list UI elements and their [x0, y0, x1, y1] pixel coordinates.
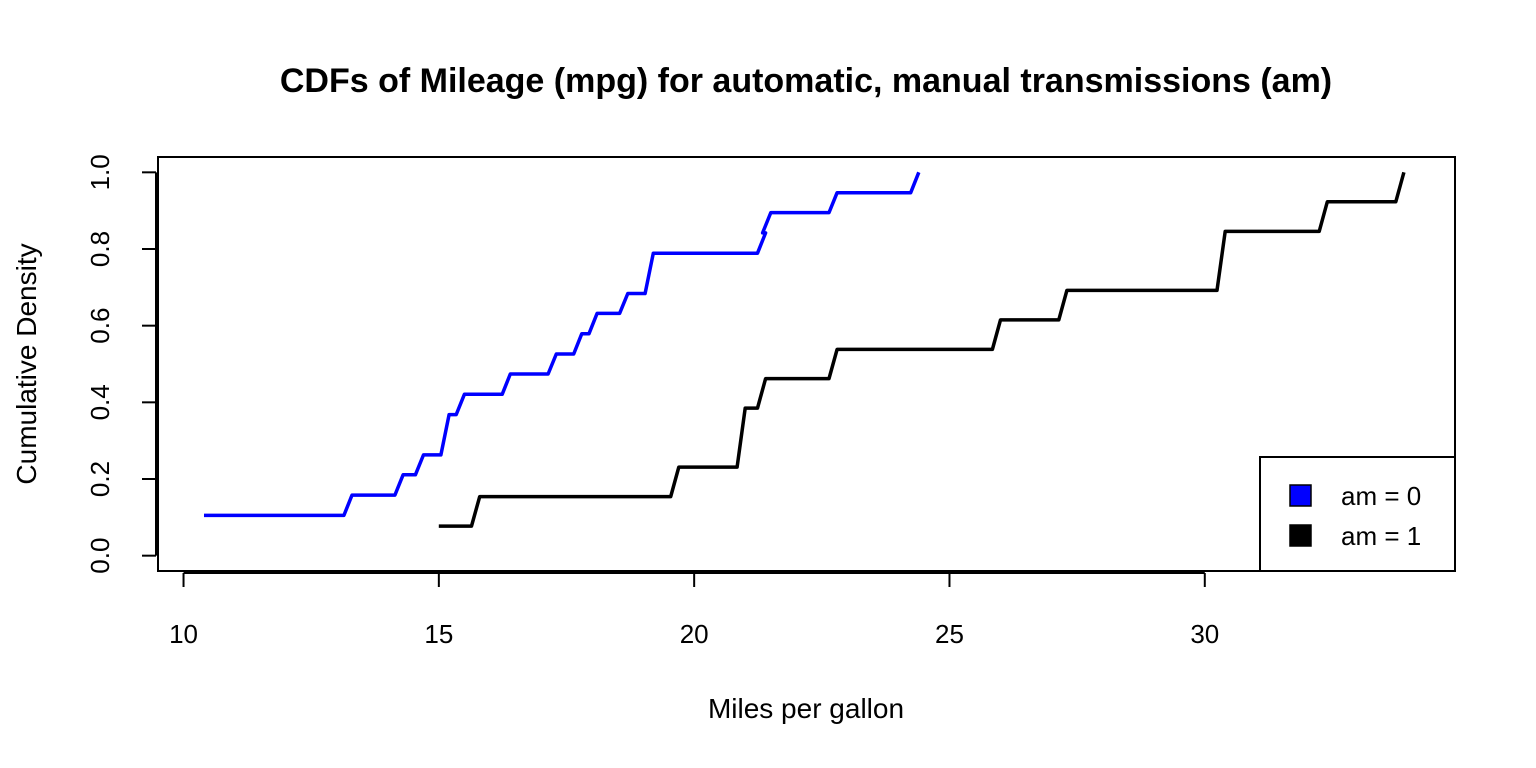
- y-tick-label: 1.0: [85, 154, 115, 190]
- x-tick-label: 20: [680, 619, 709, 649]
- legend-label-am0: am = 0: [1341, 481, 1421, 511]
- plot-frame: [157, 156, 1456, 572]
- y-tick-label: 0.6: [85, 308, 115, 344]
- x-tick-label: 30: [1190, 619, 1219, 649]
- y-tick-label: 0.0: [85, 538, 115, 574]
- legend-label-am1: am = 1: [1341, 521, 1421, 551]
- x-axis-label: Miles per gallon: [708, 693, 904, 724]
- x-tick-label: 10: [169, 619, 198, 649]
- y-tick-label: 0.8: [85, 231, 115, 267]
- x-axis: 10 15 20 25 30: [169, 572, 1219, 649]
- y-tick-label: 0.2: [85, 461, 115, 497]
- series-layer: [203, 171, 1406, 528]
- x-tick-label: 15: [424, 619, 453, 649]
- y-axis: 0.0 0.2 0.4 0.6 0.8 1.0: [85, 154, 157, 574]
- series-line-am0: [204, 171, 921, 518]
- legend-box: [1259, 456, 1456, 572]
- legend-swatch-am1: [1289, 524, 1312, 547]
- chart-title: CDFs of Mileage (mpg) for automatic, man…: [280, 62, 1332, 100]
- x-tick-label: 25: [935, 619, 964, 649]
- legend: am = 0 am = 1: [1259, 456, 1456, 572]
- y-axis-label: Cumulative Density: [11, 243, 42, 484]
- y-tick-label: 0.4: [85, 384, 115, 420]
- legend-swatch-am0: [1289, 484, 1312, 507]
